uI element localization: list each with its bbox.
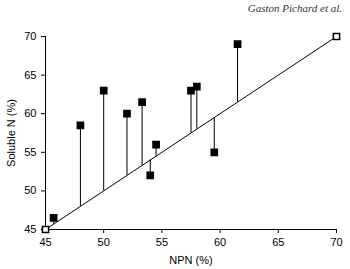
svg-text:55: 55	[156, 236, 168, 248]
svg-text:45: 45	[24, 223, 36, 235]
svg-text:70: 70	[24, 30, 36, 42]
svg-text:45: 45	[39, 236, 51, 248]
svg-text:65: 65	[272, 236, 284, 248]
svg-text:55: 55	[24, 146, 36, 158]
svg-text:50: 50	[98, 236, 110, 248]
svg-text:65: 65	[24, 69, 36, 81]
svg-text:60: 60	[214, 236, 226, 248]
svg-text:NPN (%): NPN (%)	[169, 254, 212, 266]
html-text:Gaston Pichard et al.: Gaston Pichard et al.	[247, 2, 342, 14]
svg-text:Soluble N (%): Soluble N (%)	[5, 99, 17, 167]
svg-text:60: 60	[24, 107, 36, 119]
svg-text:70: 70	[330, 236, 342, 248]
svg-text:50: 50	[24, 184, 36, 196]
